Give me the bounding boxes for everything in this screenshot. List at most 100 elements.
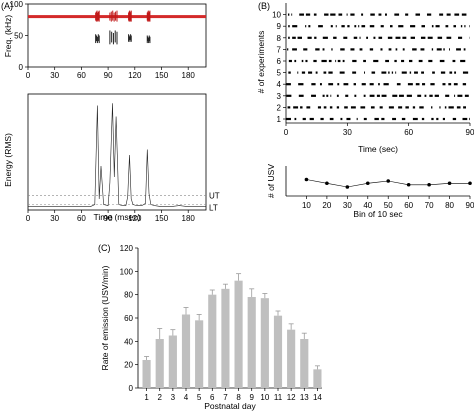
bar-y-tick-label: 0	[129, 384, 134, 393]
raster-x-ticks: 0 30 60 90	[284, 123, 474, 137]
spectrogram-ylabel: Freq. (kHz)	[3, 15, 13, 58]
spectrogram-y-tick-label: 100	[10, 0, 24, 9]
raster-y-ticks: 1 2 3 4 5 6 7 8 9 10	[272, 11, 286, 124]
bins-ylabel: # of USV	[266, 164, 276, 198]
bar-y-tick-label: 80	[124, 291, 133, 300]
raster-rows	[286, 13, 470, 121]
bar-x-tick-label: 11	[274, 393, 283, 402]
raster-y-tick-label: 3	[277, 92, 282, 101]
energy-frame	[27, 93, 207, 211]
bar	[221, 288, 230, 388]
raster-y-tick-label: 10	[272, 11, 281, 20]
raster-x-tick-label: 90	[466, 128, 474, 137]
spectrogram-x-tick-label: 30	[50, 71, 59, 80]
energy-x-tick-label: 0	[26, 214, 31, 223]
spectrogram-x-ticks: 0 30 60 90 120 150 180	[26, 67, 196, 80]
bar-series	[142, 273, 322, 388]
spectrogram-x-tick-label: 90	[104, 71, 113, 80]
energy-x-ticks: 0 30 60 90 120 150 180	[26, 210, 196, 223]
bins-x-tick-label: 20	[322, 201, 331, 210]
raster-x-tick-label: 30	[343, 128, 352, 137]
bins-point	[427, 182, 431, 187]
bins-chart: 10 20 30 40 50 60 70 80 90 # of USV Bin of 10 se…	[266, 164, 474, 219]
spectrogram-x-tick-label: 150	[155, 71, 169, 80]
bins-x-tick-label: 10	[302, 201, 311, 210]
bins-point	[304, 177, 309, 182]
bar-y-tick-label: 20	[124, 361, 133, 370]
bar-x-tick-label: 12	[287, 393, 296, 402]
bar	[273, 315, 283, 388]
bar	[247, 297, 256, 388]
bins-x-tick-label: 30	[343, 201, 352, 210]
raster-y-tick-label: 7	[277, 45, 282, 54]
bins-x-tick-label: 70	[425, 201, 434, 210]
raster-x-tick-label: 0	[284, 128, 289, 137]
bar-x-tick-label: 5	[197, 393, 202, 402]
spectrogram-x-tick-label: 120	[128, 71, 142, 80]
raster-y-tick-label: 8	[277, 34, 282, 43]
bins-x-tick-label: 60	[404, 201, 413, 210]
bar	[155, 339, 164, 388]
bar-y-tick-label: 60	[124, 314, 133, 323]
raster-y-tick-label: 9	[277, 22, 282, 31]
raster-y-tick-label: 2	[277, 103, 282, 112]
panel-b-label: (B)	[258, 1, 270, 11]
bins-point	[468, 181, 472, 186]
bar-x-tick-label: 6	[210, 393, 215, 402]
bar-x-tick-label: 9	[249, 393, 254, 402]
bar	[208, 294, 217, 388]
bins-point	[365, 181, 370, 186]
spectrogram-x-tick-label: 60	[77, 71, 86, 80]
energy-ylabel: Energy (RMS)	[3, 133, 13, 187]
bar	[260, 298, 269, 388]
bar-ylabel: Rate of emission (USV/min)	[100, 265, 110, 370]
bins-xlabel: Bin of 10 sec	[353, 209, 403, 219]
energy-xlabel: Time (msec)	[94, 212, 141, 222]
bins-point	[325, 181, 329, 186]
bar-x-ticks: 1 2 3 4 5 6 7 8 9 10 11 12 13 14	[144, 388, 322, 402]
bar-x-tick-label: 13	[300, 393, 309, 402]
raster-chart: 1 2 3 4 5 6 7 8 9 10 0 30 60 90 # of experiments Tim…	[256, 3, 474, 154]
bar	[313, 369, 322, 388]
bins-points	[304, 177, 472, 189]
bar-x-tick-label: 4	[184, 393, 189, 402]
bins-point	[345, 185, 350, 189]
raster-y-tick-label: 4	[277, 80, 282, 89]
bar-x-tick-label: 8	[236, 393, 241, 402]
panel-a-label: (A)	[1, 1, 13, 11]
raster-ylabel: # of experiments	[256, 31, 266, 94]
bar-x-tick-label: 7	[223, 393, 228, 402]
raster-xlabel: Time (sec)	[358, 144, 398, 154]
spectrogram-y-tick-label: 50	[14, 32, 23, 41]
energy-x-tick-label: 120	[128, 214, 142, 223]
bar-x-tick-label: 14	[313, 393, 322, 402]
lt-label: LT	[209, 204, 218, 213]
bar	[168, 335, 177, 388]
bar-xlabel: Postnatal day	[204, 401, 256, 411]
bar	[181, 314, 191, 388]
bar-x-tick-label: 1	[144, 393, 149, 402]
bins-point	[447, 181, 452, 186]
bins-x-tick-label: 80	[445, 201, 454, 210]
energy-x-tick-label: 180	[182, 214, 196, 223]
spectrogram-x-tick-label: 180	[182, 71, 196, 80]
energy-x-tick-label: 60	[77, 214, 86, 223]
raster-y-tick-label: 6	[277, 57, 282, 66]
bar	[195, 320, 204, 388]
energy-chart: 0 30 60 90 120 150 180 Energy (RMS) Time (msec…	[3, 93, 220, 223]
raster-y-tick-label: 5	[277, 69, 282, 78]
bar-y-tick-label: 40	[124, 337, 133, 346]
spectrogram-calls	[95, 30, 151, 45]
spectrogram-x-tick-label: 0	[26, 71, 31, 80]
energy-x-tick-label: 150	[155, 214, 169, 223]
spectrogram-y-ticks: 0 50 100	[10, 0, 28, 72]
raster-x-tick-label: 60	[404, 128, 413, 137]
spectrogram-y-tick-label: 0	[19, 63, 24, 72]
spectrogram-red-band	[28, 10, 206, 22]
bins-x-tick-label: 40	[363, 201, 372, 210]
bins-x-ticks: 10 20 30 40 50 60 70 80 90	[302, 196, 474, 210]
bar-y-ticks: 0 20 40 60 80 100 120	[120, 244, 138, 393]
bar	[234, 280, 243, 388]
bar	[287, 329, 296, 388]
